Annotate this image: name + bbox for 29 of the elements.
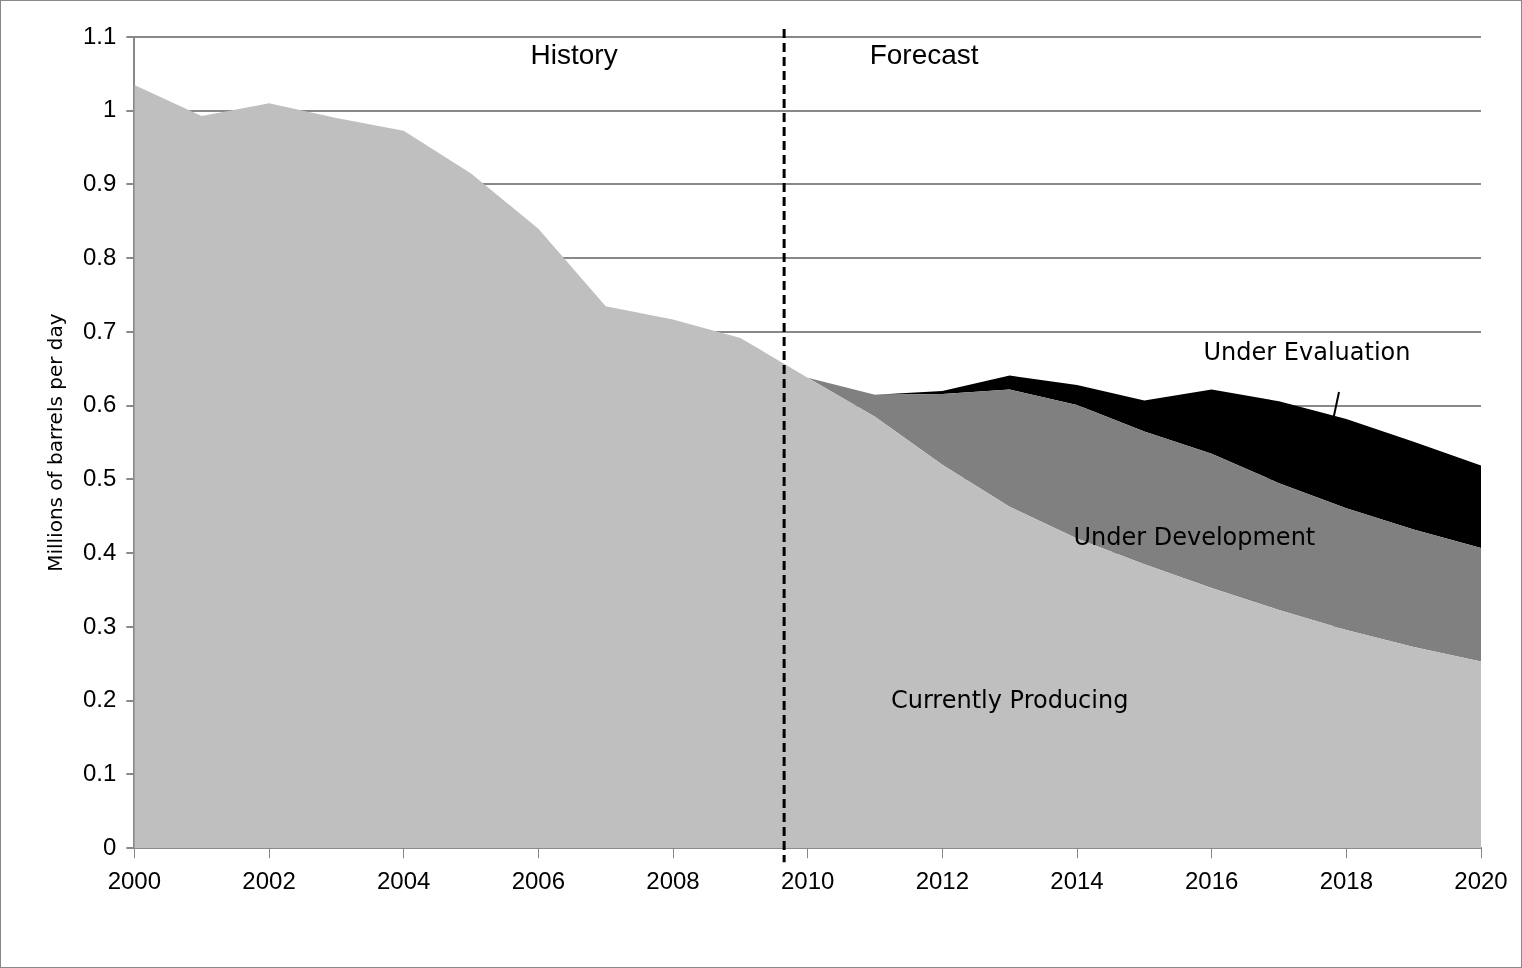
x-tick-label: 2010 — [780, 867, 835, 895]
x-tick-label: 2004 — [377, 867, 431, 895]
x-tick-label: 2006 — [511, 867, 566, 895]
series-label: Currently Producing — [890, 685, 1129, 714]
series-label: Under Evaluation — [1203, 338, 1411, 367]
y-tick-label: 0.5 — [82, 464, 117, 492]
x-tick-label: 2016 — [1184, 867, 1239, 895]
y-tick-label: 0.3 — [82, 611, 117, 639]
y-tick-label: 1.1 — [82, 21, 117, 49]
x-tick-label: 2000 — [107, 867, 162, 895]
y-axis-title: Millions of barrels per day — [43, 313, 68, 572]
series-label: Under Development — [1073, 523, 1316, 552]
y-tick-label: 0.7 — [82, 316, 117, 344]
y-tick-label: 0.9 — [82, 169, 117, 197]
x-tick-label: 2018 — [1319, 867, 1374, 895]
y-tick-label: 0.1 — [82, 759, 117, 787]
y-tick-label: 0.4 — [82, 537, 117, 565]
x-tick-label: 2012 — [915, 867, 970, 895]
x-tick-label: 2008 — [646, 867, 700, 895]
y-tick-label: 0.8 — [82, 242, 117, 270]
x-tick-label: 2020 — [1454, 867, 1508, 895]
y-tick-label: 1 — [103, 95, 117, 123]
annotation: History — [530, 38, 618, 70]
x-tick-label: 2014 — [1050, 867, 1104, 895]
y-tick-label: 0 — [103, 832, 117, 860]
annotation: Forecast — [869, 38, 979, 70]
y-tick-label: 0.6 — [82, 390, 117, 418]
x-tick-label: 2002 — [242, 867, 296, 895]
y-tick-label: 0.2 — [82, 685, 117, 713]
